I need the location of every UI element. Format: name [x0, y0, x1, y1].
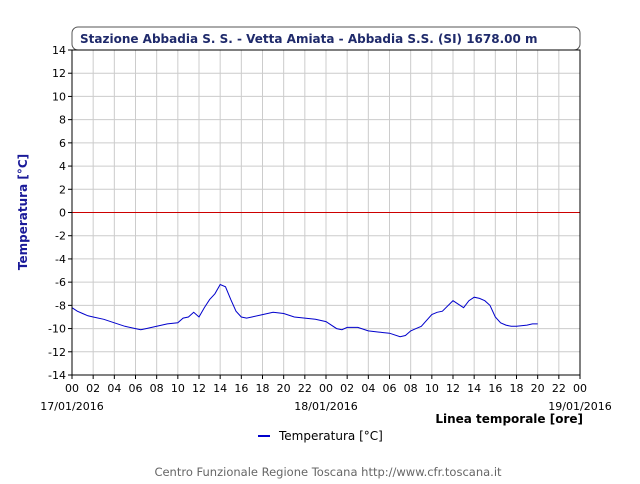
legend: Temperatura [°C]	[258, 429, 383, 443]
y-tick-label: -4	[55, 253, 66, 266]
x-tick-label: 08	[404, 382, 418, 395]
y-axis-ticks: 14 12 10 8 6 4 2 0 -2 -4 -6 -8 -10 -12 -14	[48, 44, 72, 382]
x-tick-label: 10	[171, 382, 185, 395]
y-tick-label: 2	[59, 183, 66, 196]
date-label: 18/01/2016	[294, 400, 357, 413]
x-tick-label: 06	[383, 382, 397, 395]
y-tick-label: -6	[55, 276, 66, 289]
x-tick-label: 18	[256, 382, 270, 395]
x-tick-label: 16	[234, 382, 248, 395]
x-tick-label: 04	[107, 382, 121, 395]
date-label: 17/01/2016	[40, 400, 103, 413]
x-axis-ticks: 00 02 04 06 08 10 12 14 16 18 20 22 00 02 04 06 08 10 12 14…	[65, 375, 587, 395]
x-tick-label: 22	[298, 382, 312, 395]
x-tick-label: 22	[552, 382, 566, 395]
y-tick-label: -12	[48, 346, 66, 359]
y-tick-label: 4	[59, 160, 66, 173]
x-tick-label: 06	[129, 382, 143, 395]
x-tick-label: 20	[277, 382, 291, 395]
y-tick-label: 8	[59, 114, 66, 127]
x-tick-label: 04	[361, 382, 375, 395]
x-tick-label: 00	[573, 382, 587, 395]
y-tick-label: -14	[48, 369, 66, 382]
x-tick-label: 16	[488, 382, 502, 395]
x-tick-label: 14	[213, 382, 227, 395]
x-tick-label: 00	[65, 382, 79, 395]
x-axis-label: Linea temporale [ore]	[435, 412, 583, 426]
x-tick-label: 10	[425, 382, 439, 395]
x-tick-label: 12	[192, 382, 206, 395]
y-tick-label: -10	[48, 323, 66, 336]
x-tick-label: 08	[150, 382, 164, 395]
date-labels: 17/01/2016 18/01/2016 19/01/2016	[40, 400, 611, 413]
y-tick-label: 12	[52, 67, 66, 80]
plot-border	[71, 49, 581, 376]
x-tick-label: 12	[446, 382, 460, 395]
x-tick-label: 14	[467, 382, 481, 395]
y-tick-label: -2	[55, 230, 66, 243]
y-tick-label: 0	[59, 207, 66, 220]
chart-title: Stazione Abbadia S. S. - Vetta Amiata - …	[80, 32, 538, 46]
x-tick-label: 02	[86, 382, 100, 395]
legend-label: Temperatura [°C]	[278, 429, 383, 443]
x-tick-label: 18	[510, 382, 524, 395]
y-axis-label: Temperatura [°C]	[16, 154, 30, 270]
x-tick-label: 00	[319, 382, 333, 395]
x-tick-label: 20	[531, 382, 545, 395]
footer-credit: Centro Funzionale Regione Toscana http:/…	[154, 465, 502, 479]
x-tick-label: 02	[340, 382, 354, 395]
date-label: 19/01/2016	[548, 400, 611, 413]
y-tick-label: -8	[55, 299, 66, 312]
temperature-series-line	[71, 283, 538, 338]
y-tick-label: 14	[52, 44, 66, 57]
y-tick-label: 6	[59, 137, 66, 150]
y-tick-label: 10	[52, 90, 66, 103]
